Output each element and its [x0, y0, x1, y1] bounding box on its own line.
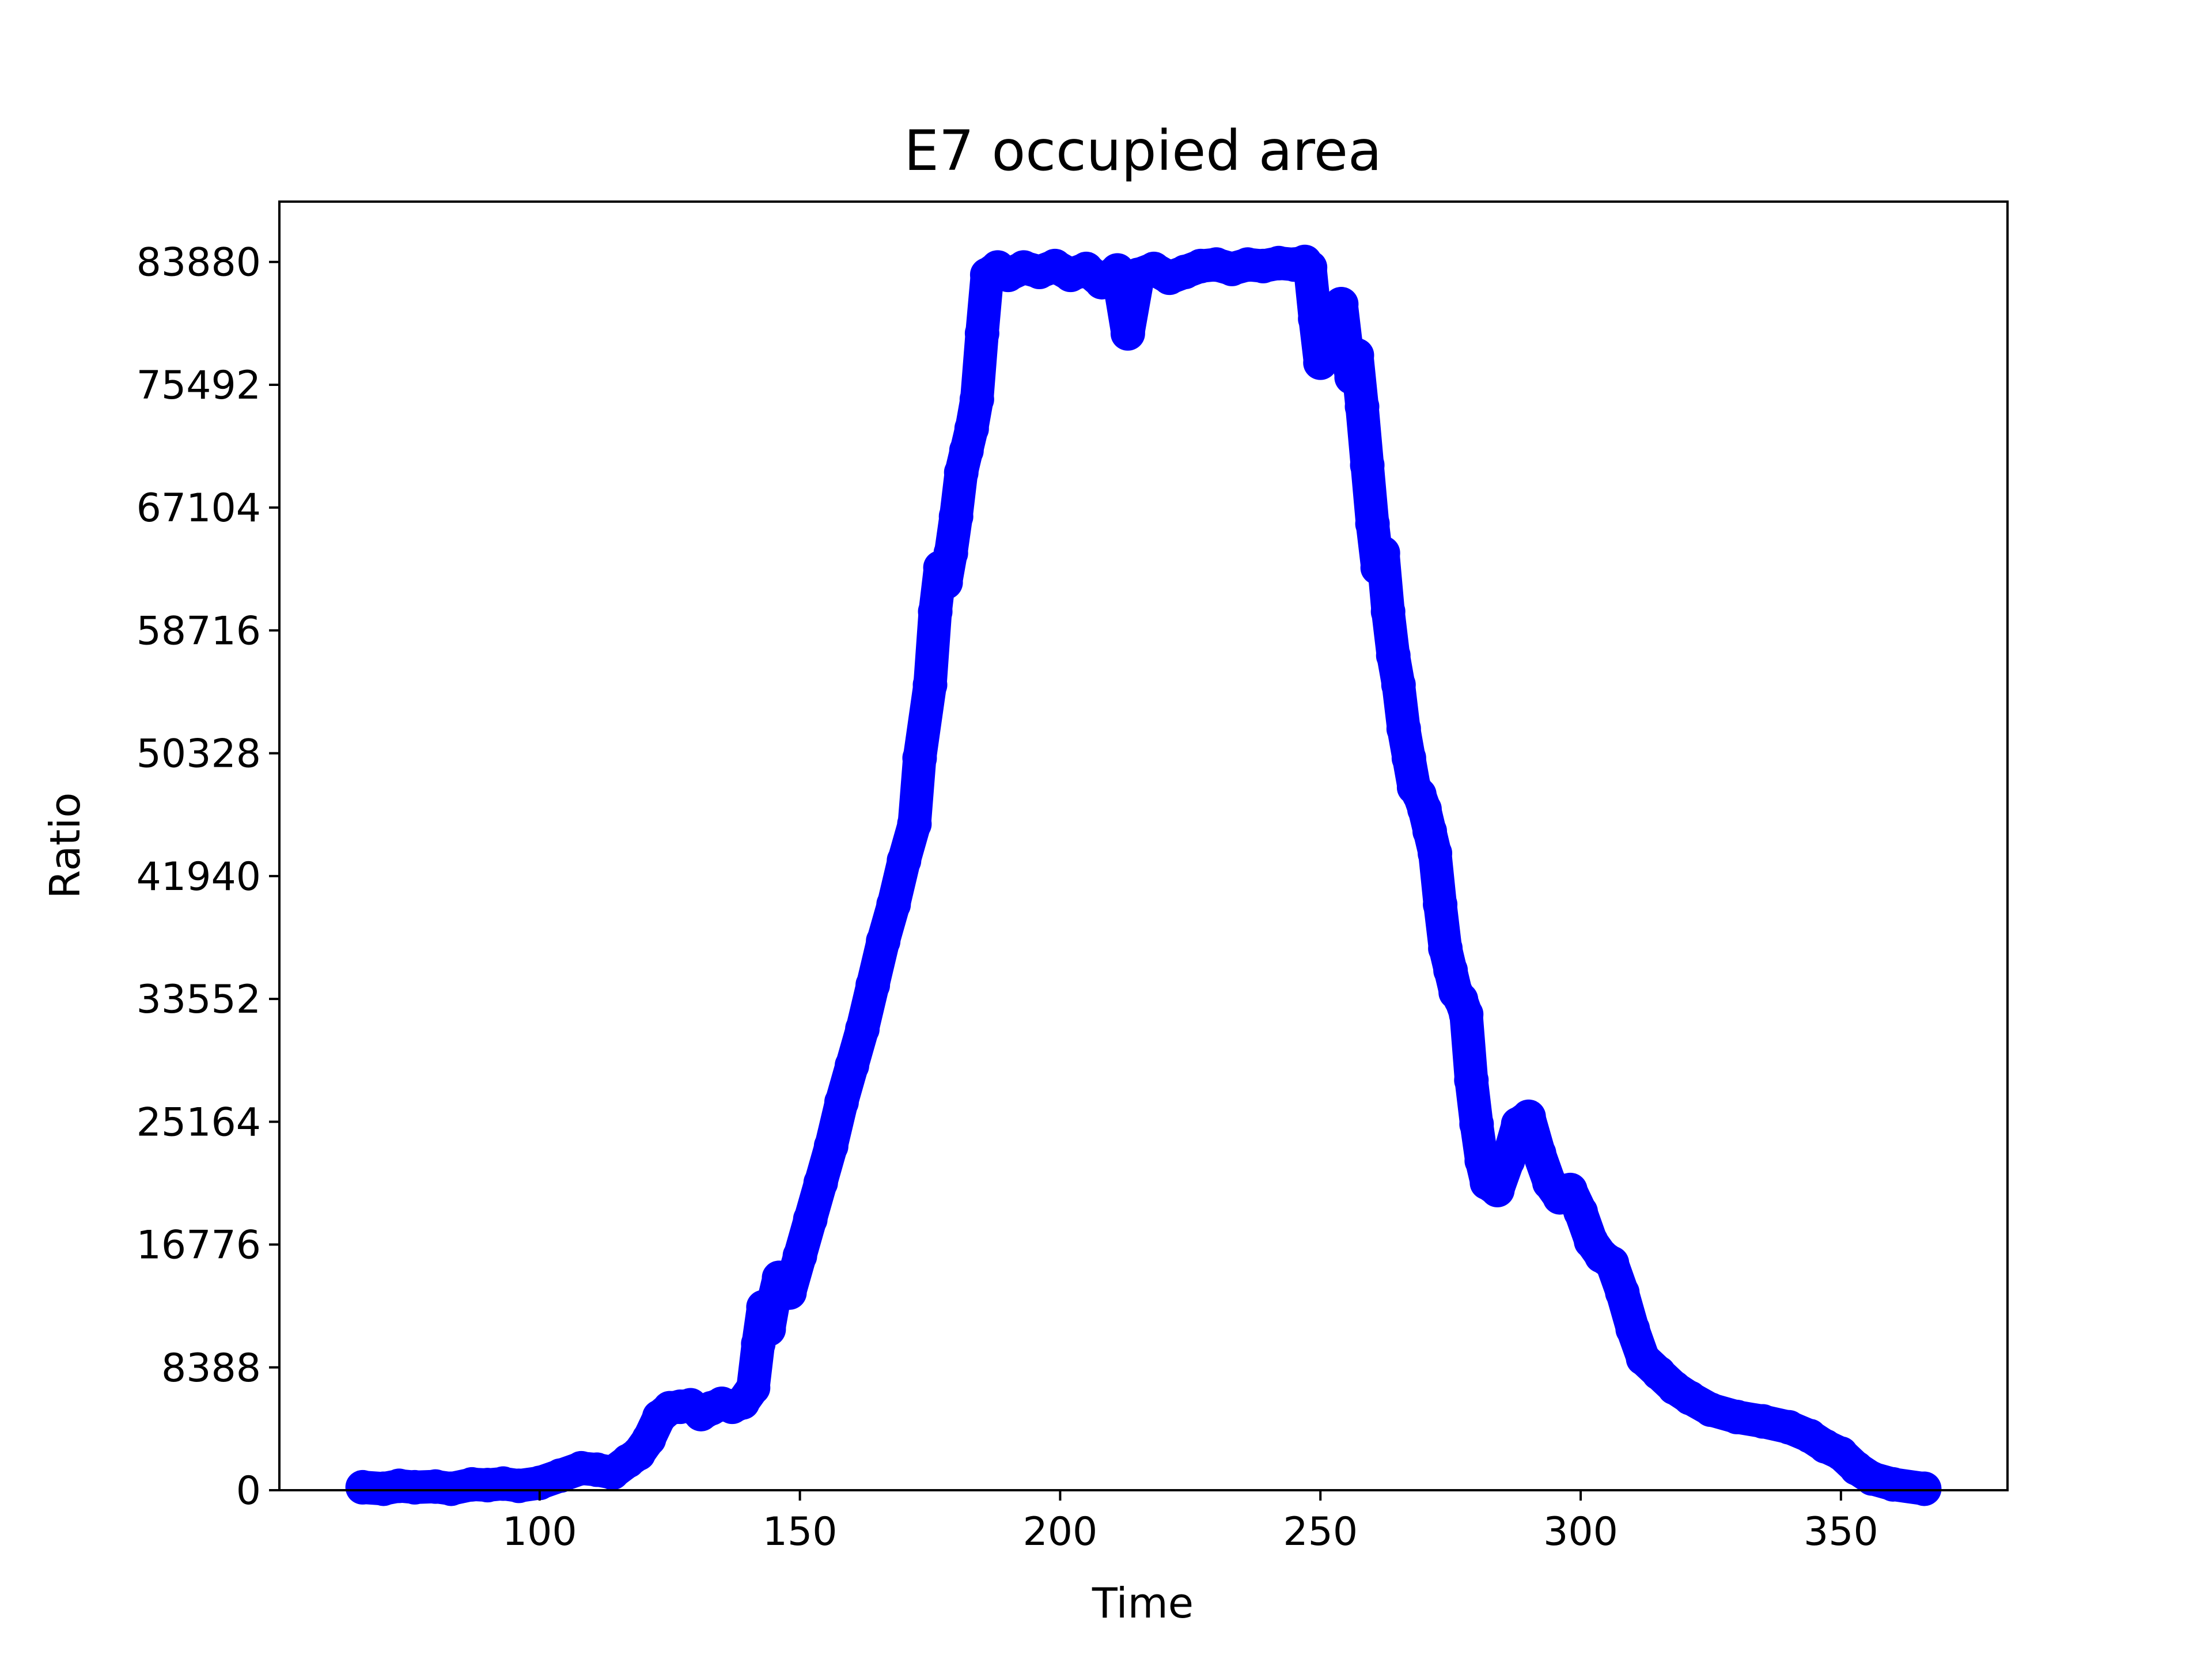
data-point [751, 1312, 786, 1347]
data-point [782, 1238, 817, 1274]
data-point [964, 316, 999, 351]
data-point [1324, 286, 1359, 321]
series-line [346, 245, 1941, 1506]
data-point [1615, 1312, 1650, 1347]
data-point [938, 499, 974, 534]
x-tick-label: 150 [763, 1509, 838, 1555]
data-point [1459, 1107, 1494, 1142]
x-axis-label: Time [1092, 1579, 1194, 1627]
x-tick-label: 100 [502, 1509, 577, 1555]
data-point [803, 1165, 838, 1200]
data-point [918, 594, 953, 629]
y-tick-label: 58716 [137, 608, 261, 654]
data-point [876, 887, 911, 922]
data-point [1480, 1172, 1515, 1207]
data-point [1110, 316, 1145, 351]
data-point [1303, 345, 1338, 380]
y-tick-label: 50328 [137, 732, 261, 777]
data-point [1454, 1063, 1489, 1098]
data-point [887, 843, 922, 878]
data-point [834, 1048, 869, 1083]
data-point [1376, 638, 1411, 673]
x-tick-label: 350 [1804, 1509, 1878, 1555]
y-tick-label: 33552 [137, 977, 261, 1022]
data-point [1521, 1136, 1556, 1171]
x-tick-label: 200 [1023, 1509, 1098, 1555]
data-point [1391, 740, 1426, 775]
data-point [824, 1085, 859, 1120]
y-tick-label: 67104 [137, 486, 261, 531]
data-point [1423, 887, 1458, 922]
data-point [1365, 536, 1400, 571]
data-point [736, 1370, 771, 1406]
data-point [959, 382, 994, 417]
data-point [1719, 1399, 1755, 1434]
y-tick-label: 41940 [137, 854, 261, 900]
data-point [1344, 389, 1380, 424]
data-point [1370, 594, 1406, 629]
chart-title: E7 occupied area [904, 119, 1382, 183]
y-tick-label: 8388 [161, 1346, 261, 1391]
data-point [1745, 1404, 1781, 1439]
data-point [1693, 1392, 1728, 1427]
data-point [1907, 1471, 1942, 1506]
y-tick-label: 75492 [137, 363, 261, 408]
data-point [1381, 667, 1416, 702]
data-point [1293, 250, 1328, 285]
data-point [772, 1275, 807, 1310]
data-point [1563, 1195, 1599, 1230]
data-point [1490, 1143, 1525, 1179]
plot-frame [278, 200, 2009, 1491]
plot-area [345, 244, 1942, 1506]
x-tick-label: 250 [1283, 1509, 1358, 1555]
data-point [1449, 997, 1484, 1032]
data-point [845, 1012, 880, 1047]
y-tick-label: 16776 [137, 1223, 261, 1268]
data-point [1605, 1275, 1640, 1310]
data-point [933, 536, 968, 571]
data-point [902, 740, 937, 775]
data-point [897, 806, 932, 842]
y-axis: 0 8388 16776 25164 33552 41940 50328 58716 67104… [137, 240, 279, 1514]
y-tick-label: 25164 [137, 1100, 261, 1145]
data-point [1511, 1099, 1546, 1134]
data-point [1876, 1467, 1911, 1502]
data-point [954, 411, 989, 446]
data-point [1418, 836, 1453, 871]
data-point [793, 1202, 828, 1237]
data-point [912, 667, 948, 702]
x-axis: 100 150 200 250 300 350 [502, 1490, 1878, 1555]
data-point [855, 967, 891, 1002]
data-point [813, 1128, 849, 1164]
data-point [1339, 338, 1374, 373]
x-tick-label: 300 [1543, 1509, 1618, 1555]
data-point [1350, 448, 1385, 483]
data-point [928, 565, 963, 600]
y-tick-label: 0 [236, 1468, 261, 1514]
data-point [1355, 506, 1390, 541]
y-tick-label: 83880 [137, 240, 261, 286]
data-point [866, 923, 901, 959]
data-point [1386, 711, 1421, 747]
data-point [1594, 1245, 1630, 1281]
y-axis-label: Ratio [41, 793, 89, 899]
